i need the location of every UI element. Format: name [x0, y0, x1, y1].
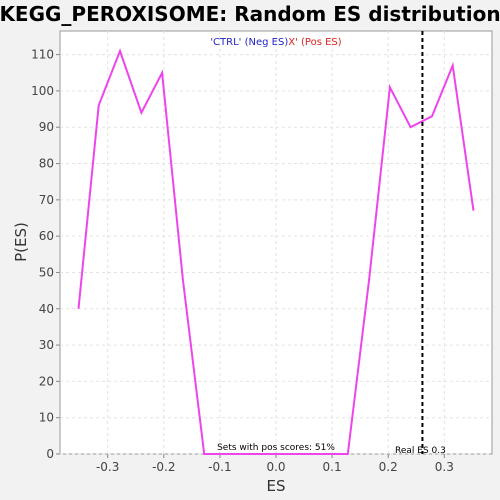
y-tick-label: 90: [39, 120, 54, 134]
x-axis-title: ES: [267, 477, 286, 495]
x-tick-label: 0.1: [323, 460, 342, 474]
y-axis-ticks: 0 10 20 30 40 50 60 70 80 90 100 110: [31, 48, 60, 461]
y-tick-label: 70: [39, 193, 54, 207]
x-axis-ticks: -0.3 -0.2 -0.1 0.0 0.1 0.2 0.3: [96, 454, 454, 474]
x-tick-label: -0.3: [96, 460, 119, 474]
chart-title: KEGG_PEROXISOME: Random ES distribution: [0, 2, 500, 26]
y-tick-label: 110: [31, 48, 54, 62]
x-tick-label: -0.2: [152, 460, 175, 474]
y-tick-label: 0: [46, 447, 54, 461]
y-tick-label: 50: [39, 265, 54, 279]
legend-item-neg: 'CTRL' (Neg ES): [210, 37, 288, 48]
grid-lines: [60, 31, 492, 455]
series-layer: [77, 48, 475, 455]
y-tick-label: 20: [39, 374, 54, 388]
pos-scores-annotation: Sets with pos scores: 51%: [217, 443, 335, 453]
x-tick-label: 0.0: [266, 460, 285, 474]
real-es-label: Real ES 0.3: [395, 446, 446, 456]
y-tick-label: 40: [39, 302, 54, 316]
y-tick-label: 10: [39, 411, 54, 425]
svg-text:'CTRL' (Neg ES)X' (Pos ES): 'CTRL' (Neg ES)X' (Pos ES): [210, 37, 341, 48]
y-tick-label: 80: [39, 157, 54, 171]
x-tick-label: -0.1: [208, 460, 231, 474]
y-tick-label: 30: [39, 338, 54, 352]
y-axis-title: P(ES): [12, 222, 30, 262]
x-tick-label: 0.3: [435, 460, 454, 474]
y-tick-label: 60: [39, 229, 54, 243]
legend-item-pos: X' (Pos ES): [288, 37, 342, 48]
x-tick-label: 0.2: [379, 460, 398, 474]
series-line: [77, 48, 475, 455]
legend: 'CTRL' (Neg ES)X' (Pos ES): [210, 37, 341, 48]
y-tick-label: 100: [31, 84, 54, 98]
